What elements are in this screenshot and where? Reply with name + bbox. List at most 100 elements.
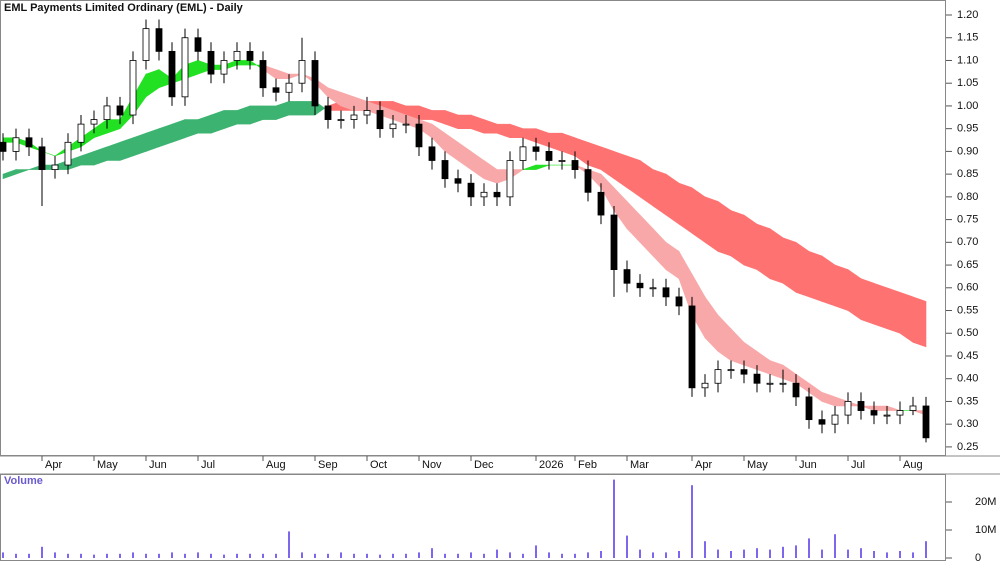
volume-bar bbox=[873, 551, 875, 558]
volume-bar bbox=[2, 552, 4, 558]
volume-bar bbox=[717, 549, 719, 558]
volume-bar bbox=[379, 554, 381, 558]
candle-body bbox=[441, 160, 449, 180]
volume-bar bbox=[418, 552, 420, 558]
volume-bar bbox=[808, 538, 810, 558]
volume-bar bbox=[509, 552, 511, 558]
ribbon-segment bbox=[236, 60, 251, 66]
x-tick-label: Jul bbox=[851, 459, 865, 471]
volume-bar bbox=[743, 549, 745, 558]
candle-body bbox=[519, 146, 527, 161]
y-tick-label: 0.80 bbox=[957, 191, 978, 203]
candle-body bbox=[831, 414, 839, 425]
volume-bar bbox=[67, 553, 69, 558]
candle-body bbox=[142, 28, 150, 61]
volume-bar bbox=[587, 552, 589, 558]
candle-body bbox=[12, 137, 20, 152]
volume-bar bbox=[730, 551, 732, 558]
candle-body bbox=[64, 141, 72, 166]
volume-bar bbox=[639, 549, 641, 558]
volume-bar bbox=[353, 553, 355, 558]
volume-bar bbox=[54, 552, 56, 558]
candle-body bbox=[493, 191, 501, 198]
volume-bar bbox=[925, 541, 927, 558]
y-tick-label: 1.10 bbox=[957, 54, 978, 66]
candle-body bbox=[402, 123, 410, 126]
ribbon-segment bbox=[912, 296, 927, 348]
y-tick-label: 0.30 bbox=[957, 418, 978, 430]
candle-body bbox=[181, 37, 189, 98]
volume-bar bbox=[158, 553, 160, 558]
candle-body bbox=[636, 282, 644, 289]
candle-body bbox=[857, 401, 865, 411]
candle-body bbox=[428, 146, 436, 161]
ribbon-segment bbox=[691, 187, 706, 243]
candle-body bbox=[0, 141, 7, 152]
candle-body bbox=[675, 296, 683, 307]
volume-bar bbox=[197, 552, 199, 558]
candle-body bbox=[220, 60, 228, 75]
x-tick-label: May bbox=[747, 459, 768, 471]
candle-body bbox=[896, 410, 904, 416]
volume-bar bbox=[899, 551, 901, 558]
candle-body bbox=[558, 160, 566, 162]
volume-bar bbox=[626, 535, 628, 558]
candle-body bbox=[610, 214, 618, 270]
volume-bar bbox=[470, 552, 472, 558]
volume-bar bbox=[80, 553, 82, 558]
volume-bar bbox=[912, 552, 914, 558]
volume-bar bbox=[340, 552, 342, 558]
candle-body bbox=[389, 123, 397, 130]
ribbon-segment bbox=[886, 287, 901, 334]
x-tick-label: Sep bbox=[318, 459, 338, 471]
candle-body bbox=[103, 105, 111, 120]
x-tick-label: Jul bbox=[201, 459, 215, 471]
ribbon-segment bbox=[795, 241, 810, 298]
volume-bar bbox=[769, 549, 771, 558]
volume-bar bbox=[678, 551, 680, 558]
candle-body bbox=[480, 191, 488, 198]
volume-bar bbox=[93, 554, 95, 558]
candle-body bbox=[415, 123, 423, 148]
volume-bar bbox=[223, 554, 225, 558]
ribbon-segment bbox=[15, 169, 30, 175]
volume-bar bbox=[405, 553, 407, 558]
volume-bar bbox=[171, 552, 173, 558]
candle-body bbox=[194, 37, 202, 52]
candle-body bbox=[662, 287, 670, 298]
volume-bar bbox=[652, 552, 654, 558]
candle-body bbox=[792, 382, 800, 398]
volume-bar bbox=[535, 545, 537, 558]
x-tick-label: Apr bbox=[695, 459, 712, 471]
x-tick-label: Feb bbox=[578, 459, 597, 471]
y-tick-label: 1.20 bbox=[957, 9, 978, 21]
volume-bar bbox=[210, 553, 212, 558]
y-tick-label: 0.55 bbox=[957, 304, 978, 316]
candle-body bbox=[363, 110, 371, 116]
candle-body bbox=[584, 169, 592, 193]
ribbon-segment bbox=[717, 200, 732, 257]
candle-body bbox=[818, 419, 826, 425]
volume-bar bbox=[392, 553, 394, 558]
ribbon-segment bbox=[847, 269, 862, 321]
volume-bar bbox=[600, 551, 602, 558]
candle-body bbox=[701, 382, 709, 389]
candle-body bbox=[467, 182, 475, 198]
volume-bar bbox=[561, 553, 563, 558]
candle-body bbox=[25, 137, 33, 148]
volume-bar bbox=[15, 553, 17, 558]
volume-bar bbox=[444, 553, 446, 558]
x-tick-label: Jun bbox=[149, 459, 167, 471]
candle-body bbox=[766, 382, 774, 385]
candle-body bbox=[207, 50, 215, 75]
volume-bar bbox=[548, 552, 550, 558]
volume-bar bbox=[262, 553, 264, 558]
y-tick-label: 0 bbox=[975, 552, 981, 562]
y-tick-label: 0.65 bbox=[957, 259, 978, 271]
panel-title: Volume bbox=[4, 475, 43, 487]
ribbon-segment bbox=[678, 182, 693, 234]
candle-body bbox=[779, 382, 787, 385]
x-tick-label: Oct bbox=[370, 459, 387, 471]
volume-bar bbox=[483, 553, 485, 558]
